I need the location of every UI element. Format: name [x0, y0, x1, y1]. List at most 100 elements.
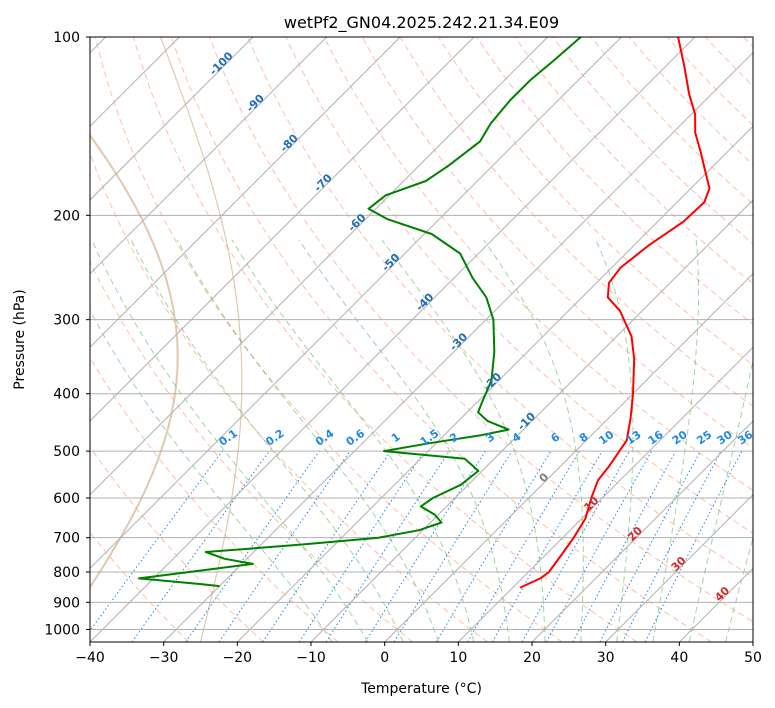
dry-adiabat-line — [704, 37, 753, 87]
x-tick-label: −10 — [296, 650, 326, 666]
x-tick-label: 50 — [744, 650, 762, 666]
isotherm-line — [90, 37, 622, 570]
dry-adiabat-line — [247, 37, 753, 578]
isotherm-label: -50 — [379, 251, 402, 274]
mixing-ratio-label: 1 — [389, 430, 403, 445]
dewpoint-profile-line — [137, 37, 582, 588]
dry-adiabat-line — [90, 446, 264, 642]
tan-curve — [159, 37, 243, 642]
x-tick-label: −30 — [149, 650, 179, 666]
chart-title: wetPf2_GN04.2025.242.21.34.E09 — [284, 13, 559, 33]
plot-area: 0.1 0.2 0.4 0.6 1 1.5 2 3 4 6 8 10 13 16 20 25 30 36-100-… — [90, 37, 753, 642]
dry-adiabat-line — [171, 37, 712, 642]
moist-adiabat-line — [381, 239, 546, 642]
mixing-ratio-line — [90, 450, 223, 632]
moist-adiabats — [90, 239, 753, 642]
mixing-ratio-label: 13 — [624, 428, 644, 447]
dry-adiabat-line — [90, 260, 414, 642]
moist-adiabat-line — [298, 239, 510, 642]
isotherm-line — [90, 37, 475, 422]
isotherm-line — [605, 493, 753, 642]
mixing-ratio-lines — [90, 450, 743, 642]
isotherm-line — [90, 37, 254, 201]
dry-adiabat-line — [628, 37, 753, 166]
mixing-ratio-line — [435, 450, 552, 642]
y-tick-label: 900 — [53, 595, 80, 611]
dry-adiabat-line — [90, 152, 488, 642]
isotherm-label: 10 — [581, 494, 601, 514]
isotherm-label: -100 — [207, 49, 236, 78]
y-tick-label: 400 — [53, 387, 80, 403]
mixing-ratio-label: 25 — [694, 428, 714, 447]
isotherm-label: -80 — [278, 131, 301, 154]
y-tick-label: 500 — [53, 444, 80, 460]
isotherm-label: -90 — [244, 92, 267, 115]
mixing-ratio-line — [521, 450, 630, 642]
x-tick-label: 10 — [449, 650, 467, 666]
mixing-ratio-label: 0.4 — [313, 427, 337, 449]
mixing-ratio-label: 4 — [510, 430, 524, 445]
temperature-profile-line — [519, 37, 711, 589]
mixing-ratio-line — [572, 450, 677, 642]
y-tick-label: 800 — [53, 565, 80, 581]
isotherm-label: -20 — [481, 370, 504, 393]
isotherm-line — [90, 37, 696, 642]
x-tick-label: 40 — [670, 650, 688, 666]
mixing-ratio-line — [467, 450, 580, 642]
x-tick-label: 0 — [380, 650, 389, 666]
dry-adiabat-line — [743, 37, 753, 48]
x-axis-label: Temperature (°C) — [360, 681, 482, 697]
moist-adiabat-line — [90, 309, 333, 642]
mixing-ratio-line — [325, 450, 450, 642]
mixing-ratio-line — [364, 450, 486, 642]
x-axis-ticks: −40 −30 −20 −10 0 10 20 30 40 50 — [75, 642, 762, 666]
x-tick-label: −40 — [75, 650, 105, 666]
isotherm-label: -30 — [447, 330, 470, 353]
mixing-ratio-line — [393, 450, 513, 642]
isotherm-line — [531, 420, 753, 642]
isotherm-label: -60 — [345, 211, 368, 234]
dry-adiabat-line — [399, 37, 753, 407]
y-tick-label: 700 — [53, 531, 80, 547]
x-tick-label: −20 — [223, 650, 253, 666]
x-tick-label: 20 — [523, 650, 541, 666]
moist-adiabat-line — [595, 239, 634, 642]
moist-adiabat-line — [130, 239, 404, 642]
mixing-ratio-label: 16 — [646, 428, 666, 448]
y-tick-label: 200 — [53, 208, 80, 224]
isotherm-line — [752, 641, 753, 642]
isotherm-line — [310, 199, 753, 642]
dry-adiabat-line — [132, 37, 638, 642]
moist-adiabat-line — [176, 239, 439, 642]
mixing-ratio-label: 30 — [715, 428, 735, 448]
grid-lines — [90, 37, 753, 642]
dry-adiabat-line — [552, 37, 753, 245]
mixing-ratio-label: 0.6 — [344, 427, 368, 449]
isotherm-line — [90, 37, 549, 496]
isotherm-line — [678, 567, 753, 642]
x-tick-label: 30 — [597, 650, 615, 666]
mixing-ratio-line — [298, 450, 425, 642]
profile-series — [137, 37, 711, 589]
moist-adiabat-line — [652, 239, 699, 642]
mixing-ratio-label: 10 — [596, 428, 616, 448]
y-tick-label: 1000 — [44, 622, 80, 638]
isotherm-label: 40 — [712, 584, 732, 604]
dry-adiabat-line — [90, 356, 339, 642]
dry-adiabat-line — [209, 37, 753, 623]
dry-adiabat-line — [666, 37, 753, 126]
dry-adiabat-line — [94, 37, 563, 642]
tan-curves — [90, 37, 243, 642]
mixing-ratio-line — [131, 450, 270, 642]
isotherm-line — [90, 37, 401, 349]
dry-adiabats — [90, 37, 753, 642]
moist-adiabat-line — [688, 358, 753, 642]
dry-adiabat-line — [90, 531, 190, 642]
mixing-ratio-label: 0.1 — [217, 427, 240, 449]
mixing-ratio-label: 0.2 — [263, 427, 286, 449]
dry-adiabat-line — [514, 37, 753, 285]
dry-adiabat-line — [323, 37, 753, 491]
y-tick-label: 600 — [53, 491, 80, 507]
isotherm-line — [457, 346, 753, 642]
